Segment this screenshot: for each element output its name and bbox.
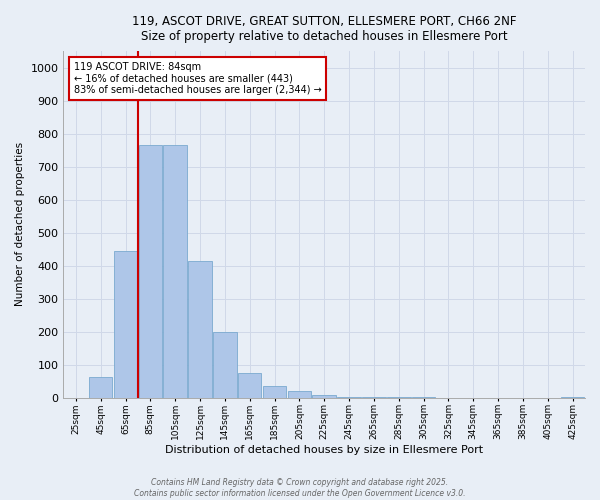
Bar [337, 396, 361, 398]
Bar [188, 260, 212, 398]
Bar [139, 145, 162, 398]
Y-axis label: Number of detached properties: Number of detached properties [15, 142, 25, 306]
Bar [263, 386, 286, 398]
Text: Contains HM Land Registry data © Crown copyright and database right 2025.
Contai: Contains HM Land Registry data © Crown c… [134, 478, 466, 498]
Bar [313, 395, 336, 398]
Bar [114, 252, 137, 398]
Title: 119, ASCOT DRIVE, GREAT SUTTON, ELLESMERE PORT, CH66 2NF
Size of property relati: 119, ASCOT DRIVE, GREAT SUTTON, ELLESMER… [132, 15, 517, 43]
Bar [89, 377, 112, 398]
X-axis label: Distribution of detached houses by size in Ellesmere Port: Distribution of detached houses by size … [165, 445, 483, 455]
Text: 119 ASCOT DRIVE: 84sqm
← 16% of detached houses are smaller (443)
83% of semi-de: 119 ASCOT DRIVE: 84sqm ← 16% of detached… [74, 62, 322, 94]
Bar [213, 332, 236, 398]
Bar [561, 397, 584, 398]
Bar [238, 373, 262, 398]
Bar [362, 397, 386, 398]
Bar [163, 145, 187, 398]
Bar [287, 391, 311, 398]
